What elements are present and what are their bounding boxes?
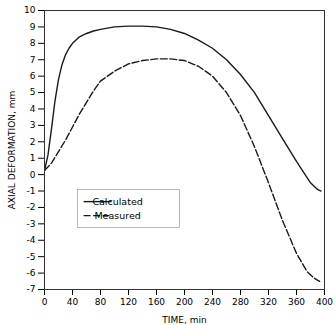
- svg-text:120: 120: [120, 297, 137, 307]
- svg-text:-6: -6: [27, 268, 36, 278]
- svg-text:-1: -1: [27, 186, 36, 196]
- svg-text:320: 320: [260, 297, 277, 307]
- svg-text:3: 3: [30, 120, 36, 130]
- svg-text:9: 9: [30, 22, 36, 32]
- svg-text:1: 1: [30, 153, 36, 163]
- svg-text:80: 80: [95, 297, 107, 307]
- svg-text:6: 6: [30, 71, 36, 81]
- svg-text:Measured: Measured: [94, 210, 140, 221]
- svg-text:0: 0: [42, 297, 48, 307]
- svg-text:AXIAL DEFORMATION, mm: AXIAL DEFORMATION, mm: [7, 91, 17, 210]
- svg-text:40: 40: [67, 297, 79, 307]
- svg-text:400: 400: [316, 297, 333, 307]
- svg-text:200: 200: [176, 297, 193, 307]
- svg-text:10: 10: [24, 5, 36, 15]
- svg-text:-3: -3: [27, 219, 36, 229]
- svg-text:-7: -7: [27, 284, 36, 294]
- svg-text:160: 160: [148, 297, 165, 307]
- svg-text:TIME, min: TIME, min: [161, 315, 206, 325]
- svg-text:-5: -5: [27, 252, 36, 262]
- svg-text:-2: -2: [27, 202, 36, 212]
- svg-text:-4: -4: [27, 235, 36, 245]
- svg-text:280: 280: [232, 297, 249, 307]
- svg-text:360: 360: [288, 297, 305, 307]
- svg-text:Calculated: Calculated: [92, 196, 142, 207]
- svg-text:240: 240: [204, 297, 221, 307]
- svg-text:8: 8: [30, 38, 36, 48]
- svg-text:4: 4: [30, 104, 36, 114]
- svg-text:0: 0: [30, 169, 36, 179]
- svg-text:7: 7: [30, 55, 36, 65]
- svg-text:5: 5: [30, 87, 36, 97]
- svg-text:2: 2: [30, 137, 36, 147]
